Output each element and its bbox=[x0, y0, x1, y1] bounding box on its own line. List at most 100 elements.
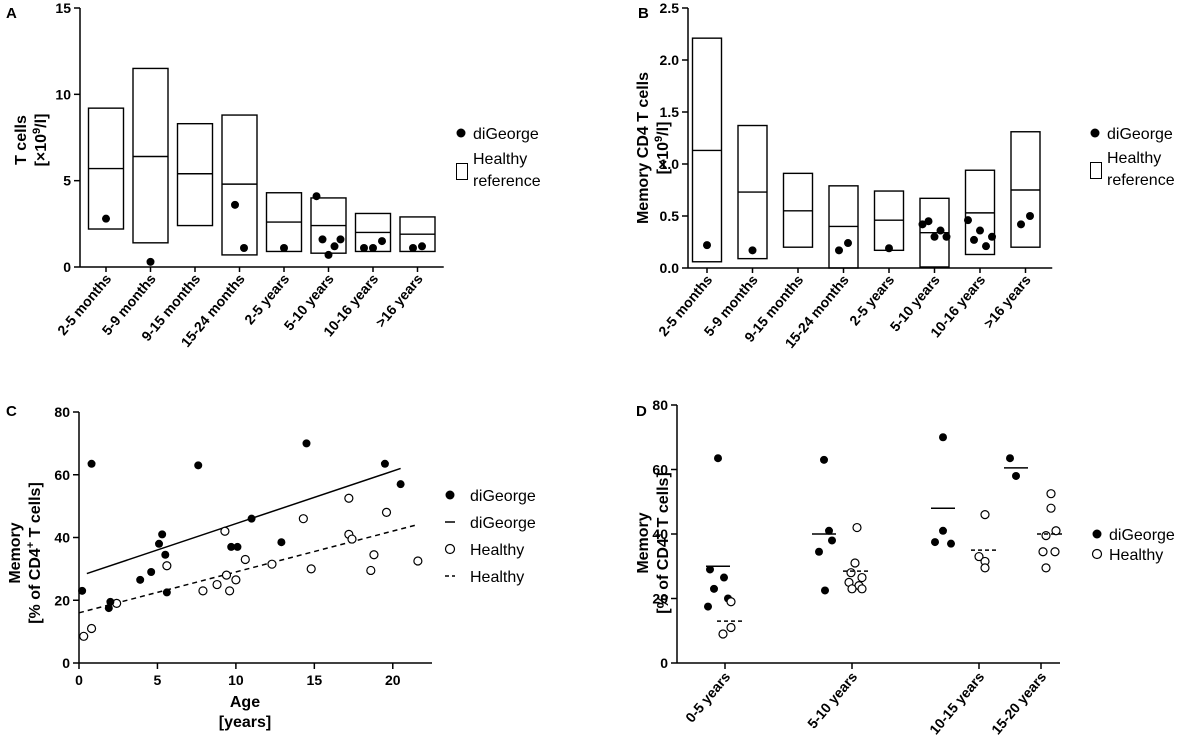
legend-d-digeorge-label: diGeorge bbox=[1109, 527, 1175, 544]
panel-d-y-title-line2: [% of CD4+ T cells] bbox=[653, 472, 672, 614]
panel-c-healthy-point bbox=[212, 579, 222, 590]
legend-a-digeorge-label: diGeorge bbox=[473, 126, 539, 143]
legend-a-healthy-label-2: reference bbox=[473, 173, 541, 190]
panel-a-digeorge-point bbox=[240, 244, 248, 253]
panel-d-digeorge-point bbox=[1012, 471, 1020, 480]
panel-d-digeorge-point bbox=[706, 565, 714, 574]
panel-d-healthy-point bbox=[980, 510, 990, 520]
panel-a-y-title-line1: T cells bbox=[13, 115, 30, 165]
panel-a-digeorge-point bbox=[369, 244, 377, 253]
panel-c-digeorge-point bbox=[147, 568, 156, 577]
panel-c-digeorge-point bbox=[104, 604, 113, 613]
panel-c-healthy-point bbox=[298, 514, 308, 524]
panel-d-healthy-point bbox=[1038, 547, 1048, 557]
legend-d-healthy-marker bbox=[1091, 548, 1103, 560]
panel-c-x-tick-label: 20 bbox=[385, 672, 401, 688]
panel-d-healthy-point bbox=[718, 629, 728, 639]
panel-c-digeorge-point bbox=[162, 588, 171, 597]
panel-d-x-tick-label: 10-15 years bbox=[926, 668, 987, 737]
panel-a-reference-range-box bbox=[176, 122, 214, 227]
panel-d-healthy-point bbox=[980, 563, 990, 573]
panel-c-y-title-line2: [% of CD4+ T cells] bbox=[25, 482, 44, 624]
panel-a-digeorge-point bbox=[378, 237, 386, 246]
panel-a-y-unit-start: [×10 bbox=[33, 134, 50, 167]
panel-d-y-tick-label: 40 bbox=[652, 526, 668, 542]
panel-b-y-tick-label: 2.5 bbox=[660, 0, 680, 16]
panel-b-y-tick-label: 2.0 bbox=[660, 52, 680, 68]
panel-c-digeorge-point bbox=[194, 461, 203, 470]
panel-d-y-tick-label: 0 bbox=[660, 655, 668, 671]
panel-a-digeorge-point bbox=[146, 257, 155, 266]
panel-d-healthy-point bbox=[850, 558, 860, 568]
panel-c-healthy-point bbox=[162, 561, 172, 571]
panel-d-healthy-point bbox=[726, 622, 736, 633]
panel-d-y-title-line1: Memory bbox=[635, 512, 652, 573]
panel-c-x-tick-label: 5 bbox=[154, 672, 162, 688]
panel-b-y-unit-exp: 9 bbox=[653, 136, 665, 142]
panel-a-digeorge-point bbox=[330, 242, 339, 251]
panel-b-digeorge-point bbox=[924, 217, 933, 226]
panel-c-healthy-point bbox=[221, 570, 232, 580]
panel-d-digeorge-point bbox=[947, 539, 955, 548]
panel-d-healthy-point bbox=[1051, 526, 1061, 536]
panel-d-healthy-point bbox=[852, 522, 862, 533]
legend-d-healthy-label: Healthy bbox=[1109, 547, 1163, 564]
panel-b-digeorge-point bbox=[835, 246, 843, 255]
panel-d-y-tick-label: 60 bbox=[652, 462, 668, 478]
panel-d-digeorge-point bbox=[714, 454, 722, 463]
panel-d-healthy-point bbox=[846, 568, 856, 578]
panel-b-y-tick-label: 0.0 bbox=[660, 260, 680, 276]
panel-c-digeorge-point bbox=[87, 459, 96, 468]
panel-b-digeorge-point bbox=[976, 226, 984, 235]
legend-panel-d: diGeorge Healthy bbox=[1091, 527, 1175, 564]
legend-panel-b: diGeorge Healthy reference bbox=[1090, 126, 1175, 189]
legend-b-healthy-label-1: Healthy bbox=[1107, 150, 1161, 167]
panel-b-digeorge-point bbox=[982, 242, 990, 251]
panel-a-y-title-line2: [×109/l] bbox=[31, 114, 50, 167]
panel-a-digeorge-point bbox=[418, 242, 426, 251]
panel-c-healthy-point bbox=[381, 507, 392, 518]
panel-a-y-tick-label: 5 bbox=[63, 173, 71, 189]
panel-c-digeorge-point bbox=[155, 539, 164, 548]
panel-c-x-title-line2: [years] bbox=[219, 714, 271, 731]
panel-a-y-unit-exp: 9 bbox=[31, 128, 43, 134]
panel-b-digeorge-point bbox=[1026, 212, 1034, 220]
panel-d-healthy-point bbox=[974, 551, 984, 562]
panel-a-digeorge-point bbox=[312, 192, 321, 201]
panel-c-healthy-point bbox=[231, 575, 241, 585]
panel-c-y-tick-label: 20 bbox=[54, 592, 70, 608]
panel-d-digeorge-point bbox=[720, 573, 728, 582]
panel-d-x-tick-label: 0-5 years bbox=[682, 668, 733, 725]
panel-c-y-title: Memory [% of CD4+ T cells] bbox=[7, 482, 44, 624]
panel-d-digeorge-point bbox=[931, 538, 939, 547]
panel-a-digeorge-point bbox=[231, 200, 239, 209]
panel-d-digeorge-point bbox=[821, 586, 829, 595]
panel-b-y-unit-start: [×10 bbox=[655, 142, 672, 175]
panel-c-healthy-point bbox=[220, 526, 230, 536]
panel-b-y-tick-label: 1.0 bbox=[660, 156, 680, 172]
panel-c-y-title-line1: Memory bbox=[7, 522, 24, 583]
panel-label-d: D bbox=[636, 403, 647, 420]
panel-d-digeorge-point bbox=[939, 526, 947, 535]
panel-c-fit-line-digeorge bbox=[86, 467, 401, 575]
panel-c-y-unit-start: [% of CD4 bbox=[27, 548, 44, 624]
legend-a-healthy-label-1: Healthy bbox=[473, 151, 527, 168]
panel-c-digeorge-point bbox=[227, 542, 236, 551]
panel-d-healthy-point bbox=[1050, 547, 1060, 557]
panel-a-digeorge-point bbox=[409, 244, 417, 253]
panel-a-digeorge-point bbox=[318, 235, 327, 244]
panel-a-digeorge-point bbox=[324, 250, 333, 259]
legend-panel-c: diGeorge diGeorge Healthy Healthy bbox=[444, 488, 536, 586]
panel-c-digeorge-point bbox=[380, 459, 389, 468]
panel-d-digeorge-point bbox=[815, 547, 823, 556]
panel-c-x-title-line1: Age bbox=[230, 694, 260, 711]
legend-panel-a: diGeorge Healthy reference bbox=[456, 126, 541, 190]
legend-c-healthy-points-label: Healthy bbox=[470, 542, 524, 559]
panel-d-y-unit-exp: + bbox=[653, 532, 665, 538]
panel-a-reference-range-box bbox=[132, 67, 169, 244]
panel-a-y-tick-label: 10 bbox=[55, 86, 71, 102]
panel-c-digeorge-point bbox=[106, 597, 115, 606]
panel-c-x-tick-label: 10 bbox=[228, 672, 244, 688]
legend-c-digeorge-line-label: diGeorge bbox=[470, 515, 536, 532]
